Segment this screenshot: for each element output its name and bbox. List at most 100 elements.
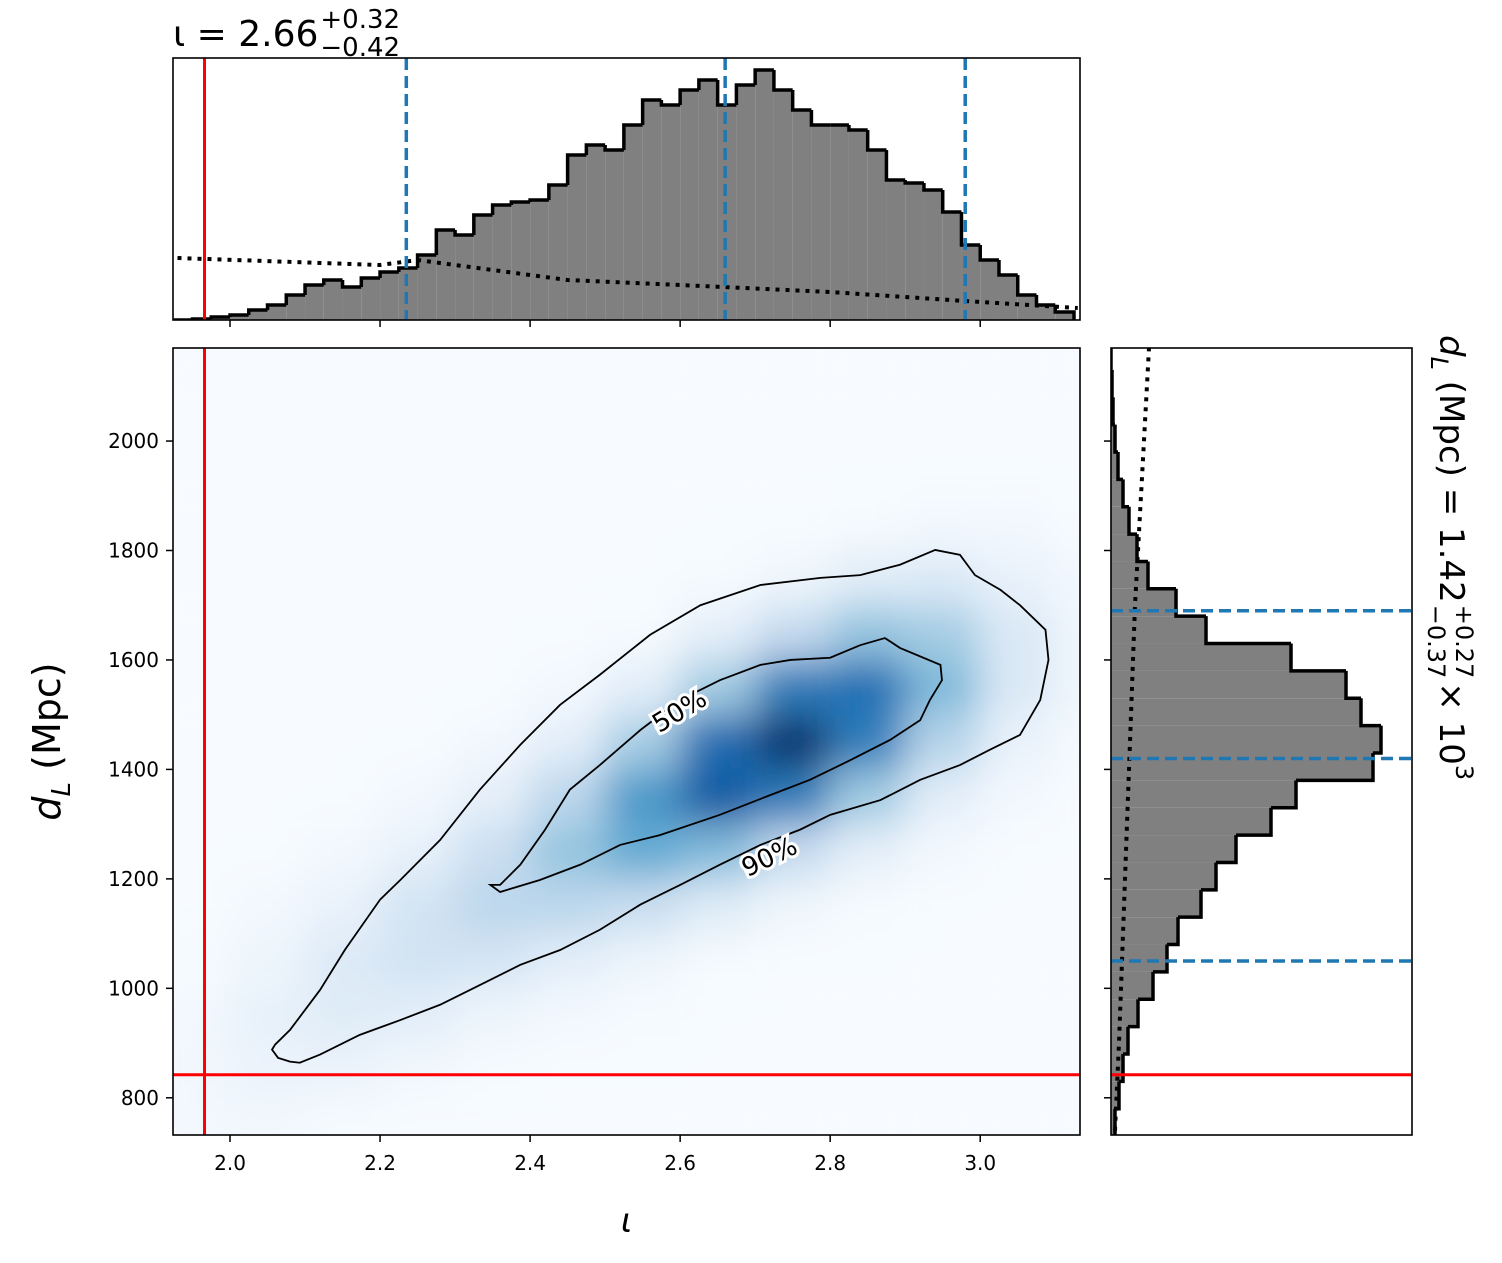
density-cell bbox=[305, 933, 381, 989]
hist-bar bbox=[380, 272, 399, 320]
top-hist-layer bbox=[173, 58, 1078, 320]
hist-outline bbox=[1373, 725, 1383, 755]
density-cell bbox=[305, 1097, 381, 1135]
hist-outline bbox=[340, 280, 362, 289]
hist-bar bbox=[980, 260, 999, 320]
density-cell bbox=[455, 988, 531, 1044]
hist-outline bbox=[772, 70, 793, 92]
hist-outline bbox=[603, 145, 624, 152]
density-cell bbox=[830, 441, 906, 496]
density-cell bbox=[1055, 824, 1080, 879]
density-cell bbox=[605, 550, 681, 606]
hist-outline bbox=[640, 98, 662, 125]
contour bbox=[270, 549, 1050, 1064]
hist-bar bbox=[248, 310, 268, 320]
hist-bar bbox=[923, 190, 943, 320]
hist-outline bbox=[303, 283, 324, 295]
y-tick-label: 1600 bbox=[108, 648, 159, 672]
density-cell bbox=[905, 988, 981, 1044]
hist-bar bbox=[1111, 506, 1129, 535]
density-cell bbox=[173, 348, 231, 387]
hist-bar bbox=[661, 105, 681, 320]
hist-bar bbox=[586, 145, 606, 320]
density-cell bbox=[755, 348, 831, 387]
density-cell bbox=[980, 1097, 1056, 1135]
density-cell bbox=[230, 659, 306, 715]
hist-outline bbox=[678, 88, 699, 105]
density-cell bbox=[380, 824, 456, 879]
hist-outline bbox=[865, 130, 887, 152]
density-cell bbox=[305, 659, 381, 715]
density-cell bbox=[755, 988, 831, 1044]
hist-bar bbox=[1111, 1081, 1119, 1109]
density-cell bbox=[380, 1097, 456, 1135]
hist-outline bbox=[978, 245, 999, 262]
right-label-suffix: × 103 bbox=[1431, 682, 1478, 780]
density-cell bbox=[1055, 988, 1080, 1044]
density-cell bbox=[680, 495, 756, 551]
hist-bar bbox=[1111, 835, 1236, 863]
density-cell bbox=[455, 714, 531, 770]
density-cell bbox=[1055, 659, 1080, 715]
density-cell bbox=[380, 769, 456, 825]
right-label-times: × 10 bbox=[1431, 682, 1471, 765]
density-cell bbox=[380, 441, 456, 496]
hist-bar bbox=[1111, 862, 1216, 890]
density-cell bbox=[305, 386, 381, 442]
density-cell bbox=[605, 1043, 681, 1098]
density-cell bbox=[173, 769, 231, 825]
density-cell bbox=[305, 605, 381, 660]
hist-bar bbox=[830, 125, 849, 320]
density-cell bbox=[980, 495, 1056, 551]
density-cell bbox=[980, 769, 1056, 825]
density-cell bbox=[755, 495, 831, 551]
hist-outline bbox=[1174, 588, 1206, 618]
density-cell bbox=[680, 386, 756, 442]
density-cell bbox=[905, 495, 981, 551]
density-cell bbox=[605, 1097, 681, 1135]
hist-outline bbox=[415, 253, 437, 268]
hist-outline bbox=[959, 212, 981, 247]
density-cell bbox=[305, 714, 381, 770]
density-cell bbox=[530, 1043, 606, 1098]
density-cell bbox=[455, 1097, 531, 1135]
density-cell bbox=[305, 1043, 381, 1098]
density-cell bbox=[455, 1043, 531, 1098]
density-cell bbox=[980, 824, 1056, 879]
top-title-plus: +0.32 bbox=[320, 5, 400, 35]
density-cell bbox=[830, 659, 906, 715]
hist-outline bbox=[247, 308, 268, 315]
density-cell bbox=[173, 495, 231, 551]
density-cell bbox=[680, 605, 756, 660]
density-cell bbox=[305, 769, 381, 825]
density-cell bbox=[305, 550, 381, 606]
density-cell bbox=[980, 386, 1056, 442]
hist-outline bbox=[1146, 561, 1176, 591]
hist-bar bbox=[792, 110, 812, 320]
density-cell bbox=[380, 495, 456, 551]
density-cell bbox=[530, 878, 606, 934]
density-cell bbox=[1055, 769, 1080, 825]
hist-bar bbox=[455, 235, 474, 320]
y-axis-label-main: d bbox=[25, 796, 69, 821]
density-cell bbox=[173, 1097, 231, 1135]
density-cell bbox=[1055, 495, 1080, 551]
density-cell bbox=[605, 933, 681, 989]
hist-bar bbox=[436, 230, 456, 320]
density-cell bbox=[380, 550, 456, 606]
right-label-main: dL (Mpc) = 1.42 bbox=[1425, 335, 1471, 603]
density-cell bbox=[173, 714, 231, 770]
hist-bar bbox=[942, 212, 962, 320]
density-cell bbox=[905, 933, 981, 989]
density-cell bbox=[455, 605, 531, 660]
y-tick-label: 1400 bbox=[108, 757, 159, 781]
hist-outline bbox=[659, 100, 681, 107]
density-cell bbox=[173, 1043, 231, 1098]
density-cell bbox=[455, 441, 531, 496]
density-cell bbox=[230, 550, 306, 606]
density-cell bbox=[455, 348, 531, 387]
density-cell bbox=[605, 441, 681, 496]
density-cell bbox=[380, 605, 456, 660]
density-cell bbox=[905, 659, 981, 715]
